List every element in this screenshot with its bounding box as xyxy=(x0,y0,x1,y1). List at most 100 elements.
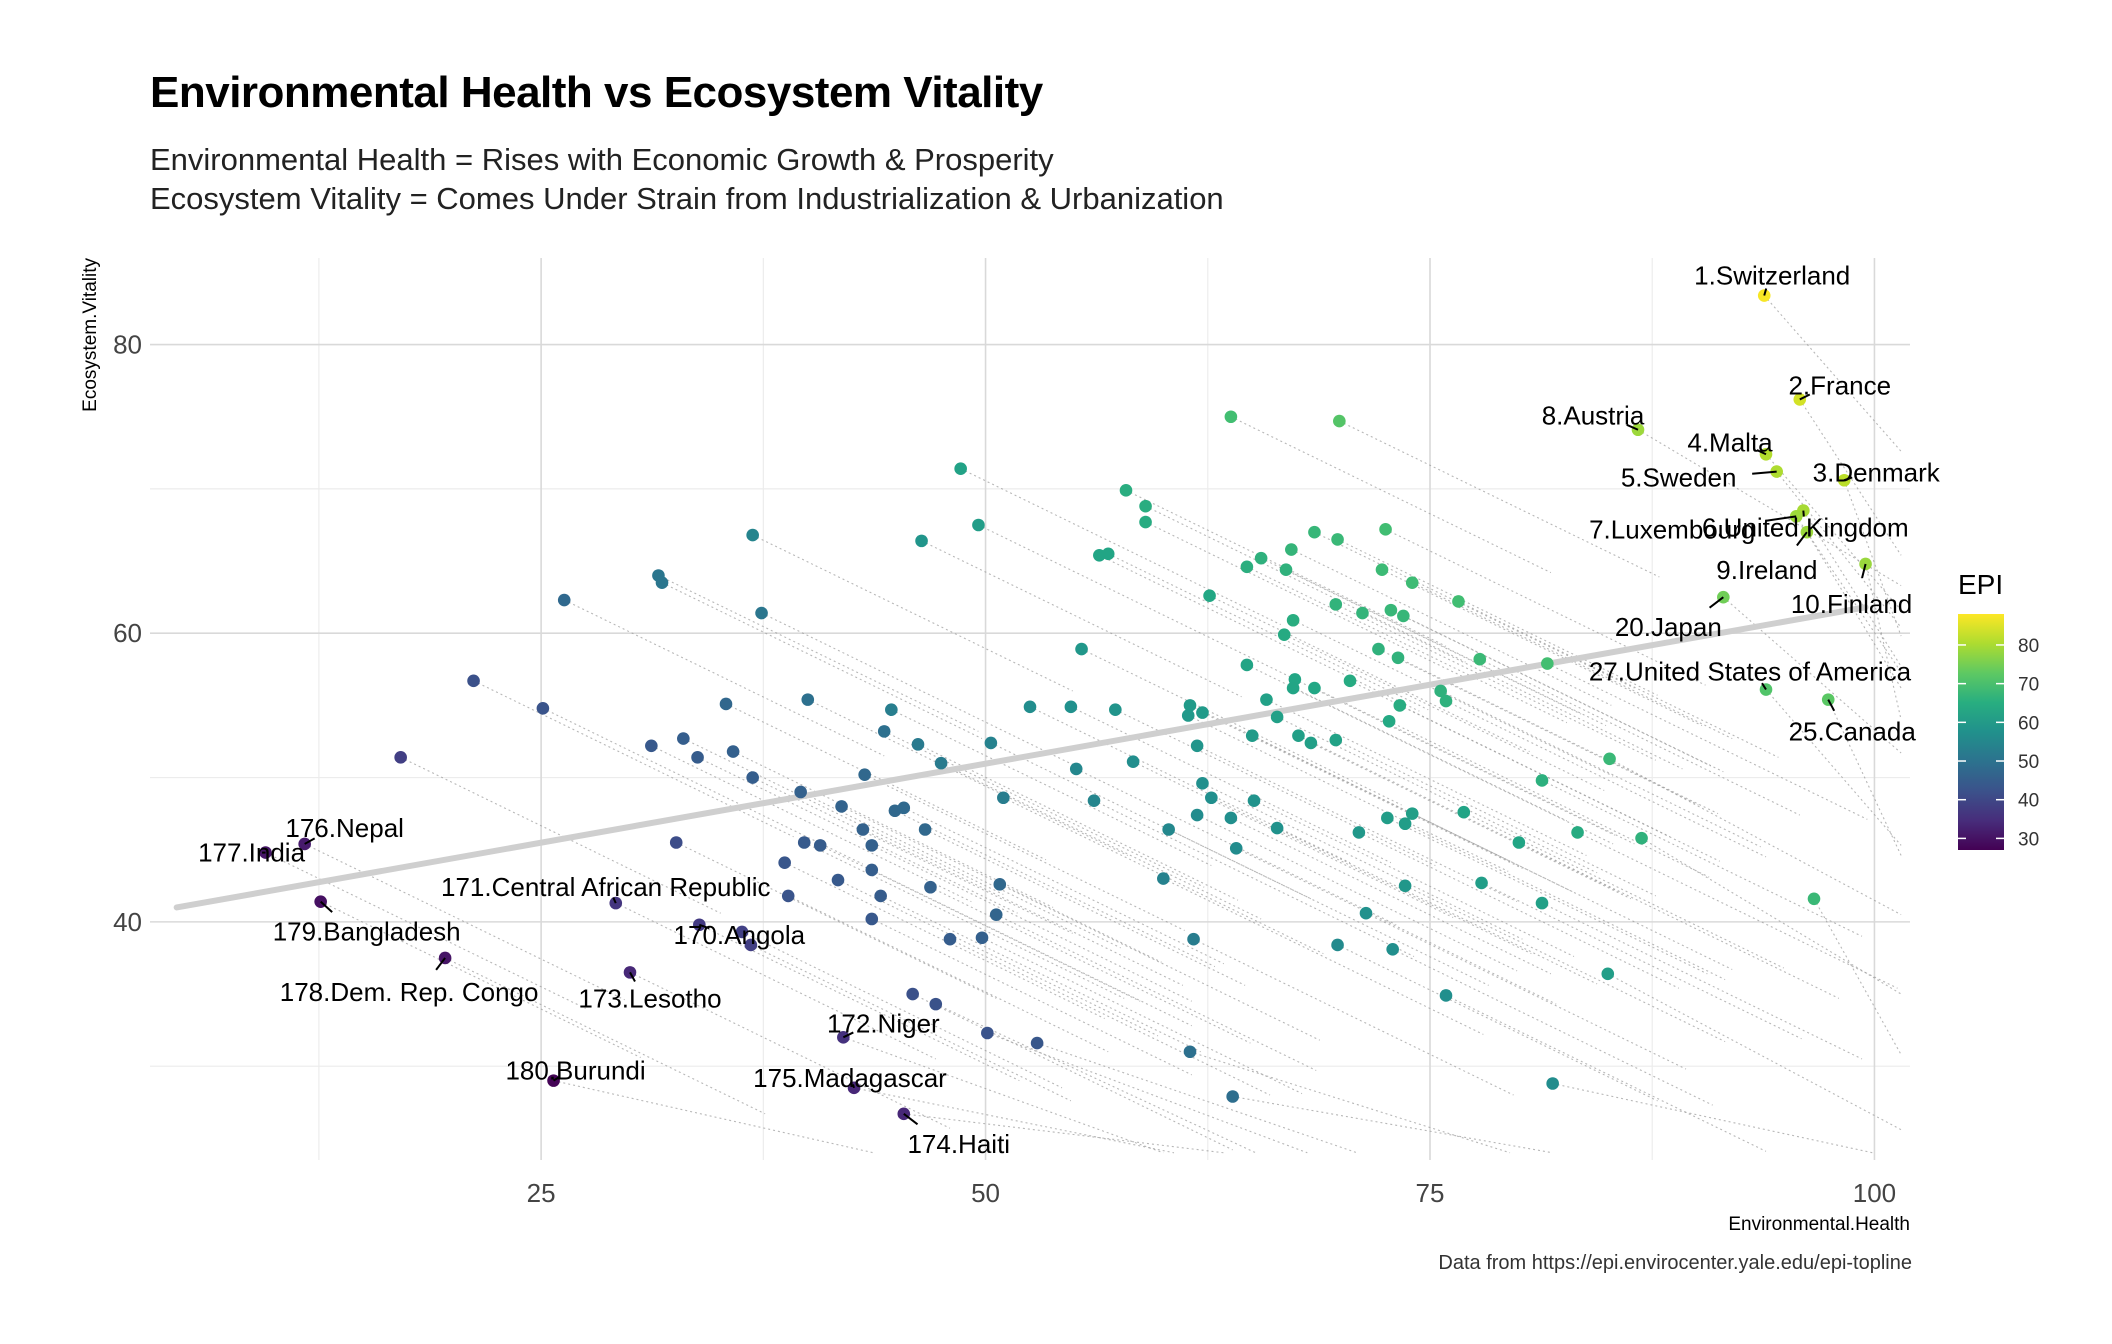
label-leader-line xyxy=(903,1113,919,1126)
connector-line xyxy=(1189,1051,1511,1154)
data-point xyxy=(1535,896,1549,910)
point-label: 20.Japan xyxy=(1615,612,1722,642)
data-point xyxy=(934,756,948,770)
connector-line xyxy=(784,862,1105,1020)
data-point xyxy=(813,839,827,852)
connector-line xyxy=(725,703,1047,861)
connector-line xyxy=(1390,609,1712,767)
connector-line xyxy=(752,534,1073,692)
y-tick-label: 80 xyxy=(113,330,142,360)
data-point xyxy=(1352,826,1366,839)
data-point xyxy=(954,462,967,476)
connector-line xyxy=(1392,948,1713,1106)
data-point xyxy=(1205,791,1218,805)
connector-line xyxy=(1036,1042,1358,1154)
regression-line xyxy=(173,604,1869,911)
data-point xyxy=(1541,657,1554,670)
connector-line xyxy=(1399,704,1721,862)
data-point xyxy=(1329,733,1343,747)
connector-line xyxy=(1385,528,1706,686)
data-point xyxy=(1277,628,1291,641)
data-point xyxy=(1535,774,1549,787)
connector-line xyxy=(1099,554,1420,712)
connector-line xyxy=(1765,453,1902,611)
label-leader-line xyxy=(553,1076,560,1082)
data-point xyxy=(1270,710,1284,724)
connector-line xyxy=(1547,663,1868,820)
connector-line xyxy=(917,743,1239,901)
trend-line xyxy=(173,604,1869,911)
data-point xyxy=(746,528,759,542)
y-tick-label: 60 xyxy=(113,618,142,648)
data-point xyxy=(874,889,887,903)
connector-line xyxy=(1230,817,1552,975)
label-leader-line xyxy=(852,1084,855,1089)
connector-line xyxy=(675,842,997,999)
connector-line xyxy=(1253,800,1575,958)
connector-line xyxy=(750,944,1072,1102)
connector-line xyxy=(1577,831,1898,989)
data-point xyxy=(1398,817,1412,831)
data-point xyxy=(1183,699,1197,712)
point-label: 174.Haiti xyxy=(907,1129,1010,1159)
connector-line xyxy=(1145,521,1466,679)
data-point xyxy=(726,745,740,758)
connector-line xyxy=(1107,553,1429,711)
point-label: 5.Sweden xyxy=(1621,463,1737,493)
connector-line xyxy=(563,599,885,757)
data-point xyxy=(915,534,928,548)
data-point xyxy=(1635,831,1648,845)
data-point xyxy=(1260,693,1273,706)
connector-line xyxy=(1276,827,1598,985)
connector-line xyxy=(1310,742,1632,900)
data-point xyxy=(1473,652,1487,666)
connector-line xyxy=(1163,878,1484,1035)
connector-line xyxy=(787,895,1109,1053)
data-point xyxy=(735,925,749,939)
data-point xyxy=(1069,762,1083,776)
data-point xyxy=(981,1026,994,1040)
data-point xyxy=(1382,714,1396,728)
connector-line xyxy=(1541,779,1863,937)
data-point xyxy=(1064,700,1078,714)
point-label: 25.Canada xyxy=(1789,717,1917,747)
connector-line xyxy=(990,742,1312,900)
connector-line xyxy=(1445,994,1767,1152)
chart-subtitle-line-1: Environmental Health = Rises with Econom… xyxy=(150,142,1054,177)
data-point xyxy=(929,997,943,1011)
data-point xyxy=(918,823,932,836)
connector-line xyxy=(1795,516,1902,673)
connector-line xyxy=(1335,739,1657,897)
connector-line xyxy=(1799,399,1902,556)
point-label: 10.Finland xyxy=(1791,589,1912,619)
connector-line xyxy=(683,738,1004,895)
point-label: 178.Dem. Rep. Congo xyxy=(280,977,539,1007)
data-point xyxy=(691,751,704,764)
connector-line xyxy=(1337,538,1658,696)
point-labels: 1.Switzerland 2.France 3.Denmark 4.Malta 5.S… xyxy=(198,261,1941,1159)
data-points xyxy=(259,289,1872,1121)
data-point xyxy=(1379,523,1392,536)
connector-line xyxy=(1246,566,1568,724)
connector-line xyxy=(1093,800,1415,958)
data-point xyxy=(1603,752,1616,766)
data-point xyxy=(1397,609,1410,623)
data-point xyxy=(1254,551,1268,565)
point-label: 1.Switzerland xyxy=(1694,261,1850,291)
connector-line xyxy=(921,540,1242,698)
connector-line xyxy=(981,937,1303,1095)
connector-line xyxy=(1294,678,1616,836)
data-point xyxy=(1226,1090,1239,1103)
connector-line xyxy=(1193,938,1514,1096)
connector-line xyxy=(1276,716,1598,874)
connector-line xyxy=(1641,837,1902,995)
connector-line xyxy=(1541,902,1863,1060)
connector-line xyxy=(1081,648,1402,806)
data-point xyxy=(1203,589,1216,603)
chart-subtitle-line-2: Ecosystem Vitality = Comes Under Strain … xyxy=(150,181,1224,216)
data-point xyxy=(993,878,1007,891)
data-point xyxy=(1308,525,1321,539)
data-point xyxy=(1286,613,1300,627)
data-point xyxy=(394,751,407,764)
data-point xyxy=(1240,560,1254,574)
